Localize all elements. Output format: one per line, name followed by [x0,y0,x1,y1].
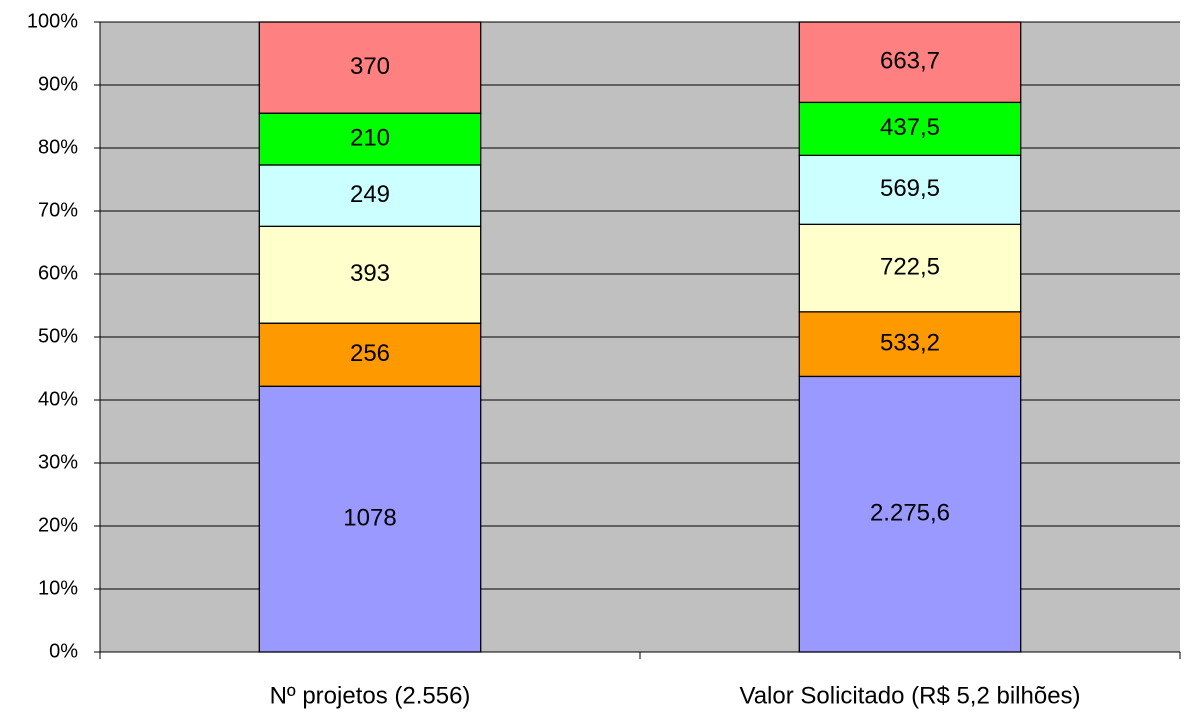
data-label: 2.275,6 [870,500,950,527]
data-label: 663,7 [880,48,940,75]
y-tick-label: 100% [27,10,78,32]
bar-segment [258,112,482,166]
data-label: 393 [350,260,390,287]
data-label: 1078 [343,504,396,531]
bar-segment [258,225,482,324]
data-label: 249 [350,181,390,208]
data-label: 256 [350,340,390,367]
bar-segment [258,385,482,653]
y-tick-label: 70% [38,199,78,221]
bar-segment [798,154,1022,225]
data-label: 722,5 [880,253,940,280]
data-label: 370 [350,53,390,80]
bar-segment [798,21,1022,104]
x-tick-label: Valor Solicitado (R$ 5,2 bilhões) [739,682,1080,709]
bar-segment [798,223,1022,313]
bar-segment [258,322,482,387]
y-tick-label: 30% [38,451,78,473]
bar-segment [798,375,1022,653]
y-tick-label: 0% [49,640,78,662]
y-tick-label: 40% [38,388,78,410]
y-tick-label: 50% [38,325,78,347]
y-tick-label: 60% [38,262,78,284]
y-tick-label: 10% [38,577,78,599]
data-label: 210 [350,124,390,151]
y-tick-label: 80% [38,136,78,158]
y-tick-label: 90% [38,73,78,95]
x-tick-label: Nº projetos (2.556) [270,682,471,709]
bar-segment [798,101,1022,157]
data-label: 533,2 [880,329,940,356]
y-tick-label: 20% [38,514,78,536]
bar-segment [258,21,482,114]
data-label: 437,5 [880,114,940,141]
data-label: 569,5 [880,175,940,202]
